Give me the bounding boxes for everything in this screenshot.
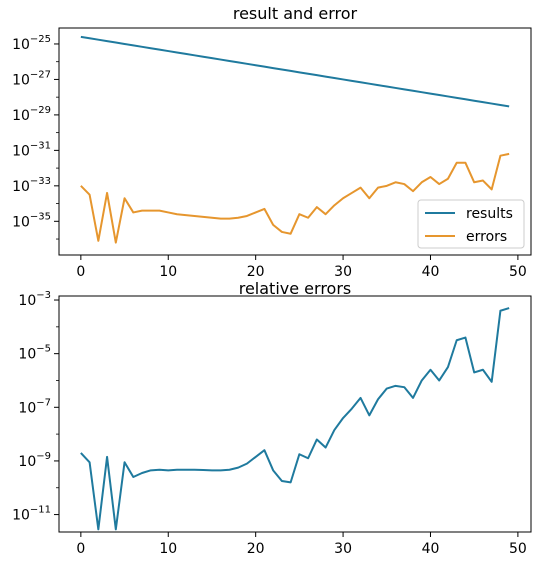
x-tick-label: 40 [422,264,440,280]
x-tick-label: 20 [247,264,265,280]
plot-frame [58,295,532,533]
x-tick-label: 50 [509,264,527,280]
y-tick-label: 10−33 [12,176,51,195]
legend-label-errors: errors [466,229,507,245]
x-tick-label: 0 [76,264,85,280]
chart-title: relative errors [239,279,352,298]
x-tick-label: 30 [334,541,352,557]
x-tick-label: 10 [159,541,177,557]
y-tick-label: 10−27 [12,69,51,88]
x-tick-label: 50 [509,541,527,557]
y-tick-label: 10−25 [12,34,51,53]
y-tick-label: 10−11 [12,505,51,524]
y-tick-label: 10−31 [12,140,51,159]
series-line-results [80,35,510,108]
legend: results errors [417,199,525,249]
chart-title: result and error [233,4,358,23]
y-tick-label: 10−7 [18,397,51,416]
x-tick-label: 30 [334,264,352,280]
y-tick-label: 10−3 [18,290,51,309]
series-line-relative-errors [80,307,510,531]
y-tick-label: 10−5 [18,344,51,363]
chart-panel-2: relative errors 0 10 20 30 40 50 10−11 10−9 10−7 1… [12,279,532,557]
legend-label-results: results [466,206,513,222]
x-tick-label: 40 [422,541,440,557]
y-tick-label: 10−35 [12,211,51,230]
plot-frame [58,27,532,256]
x-tick-label: 0 [76,541,85,557]
x-tick-label: 10 [159,264,177,280]
chart-panel-1: result and error 0 10 20 30 40 50 10−35 10−33 10−… [12,4,532,280]
y-tick-label: 10−9 [18,451,51,470]
series-line-errors [80,152,510,244]
y-tick-label: 10−29 [12,105,51,124]
x-tick-label: 20 [247,541,265,557]
